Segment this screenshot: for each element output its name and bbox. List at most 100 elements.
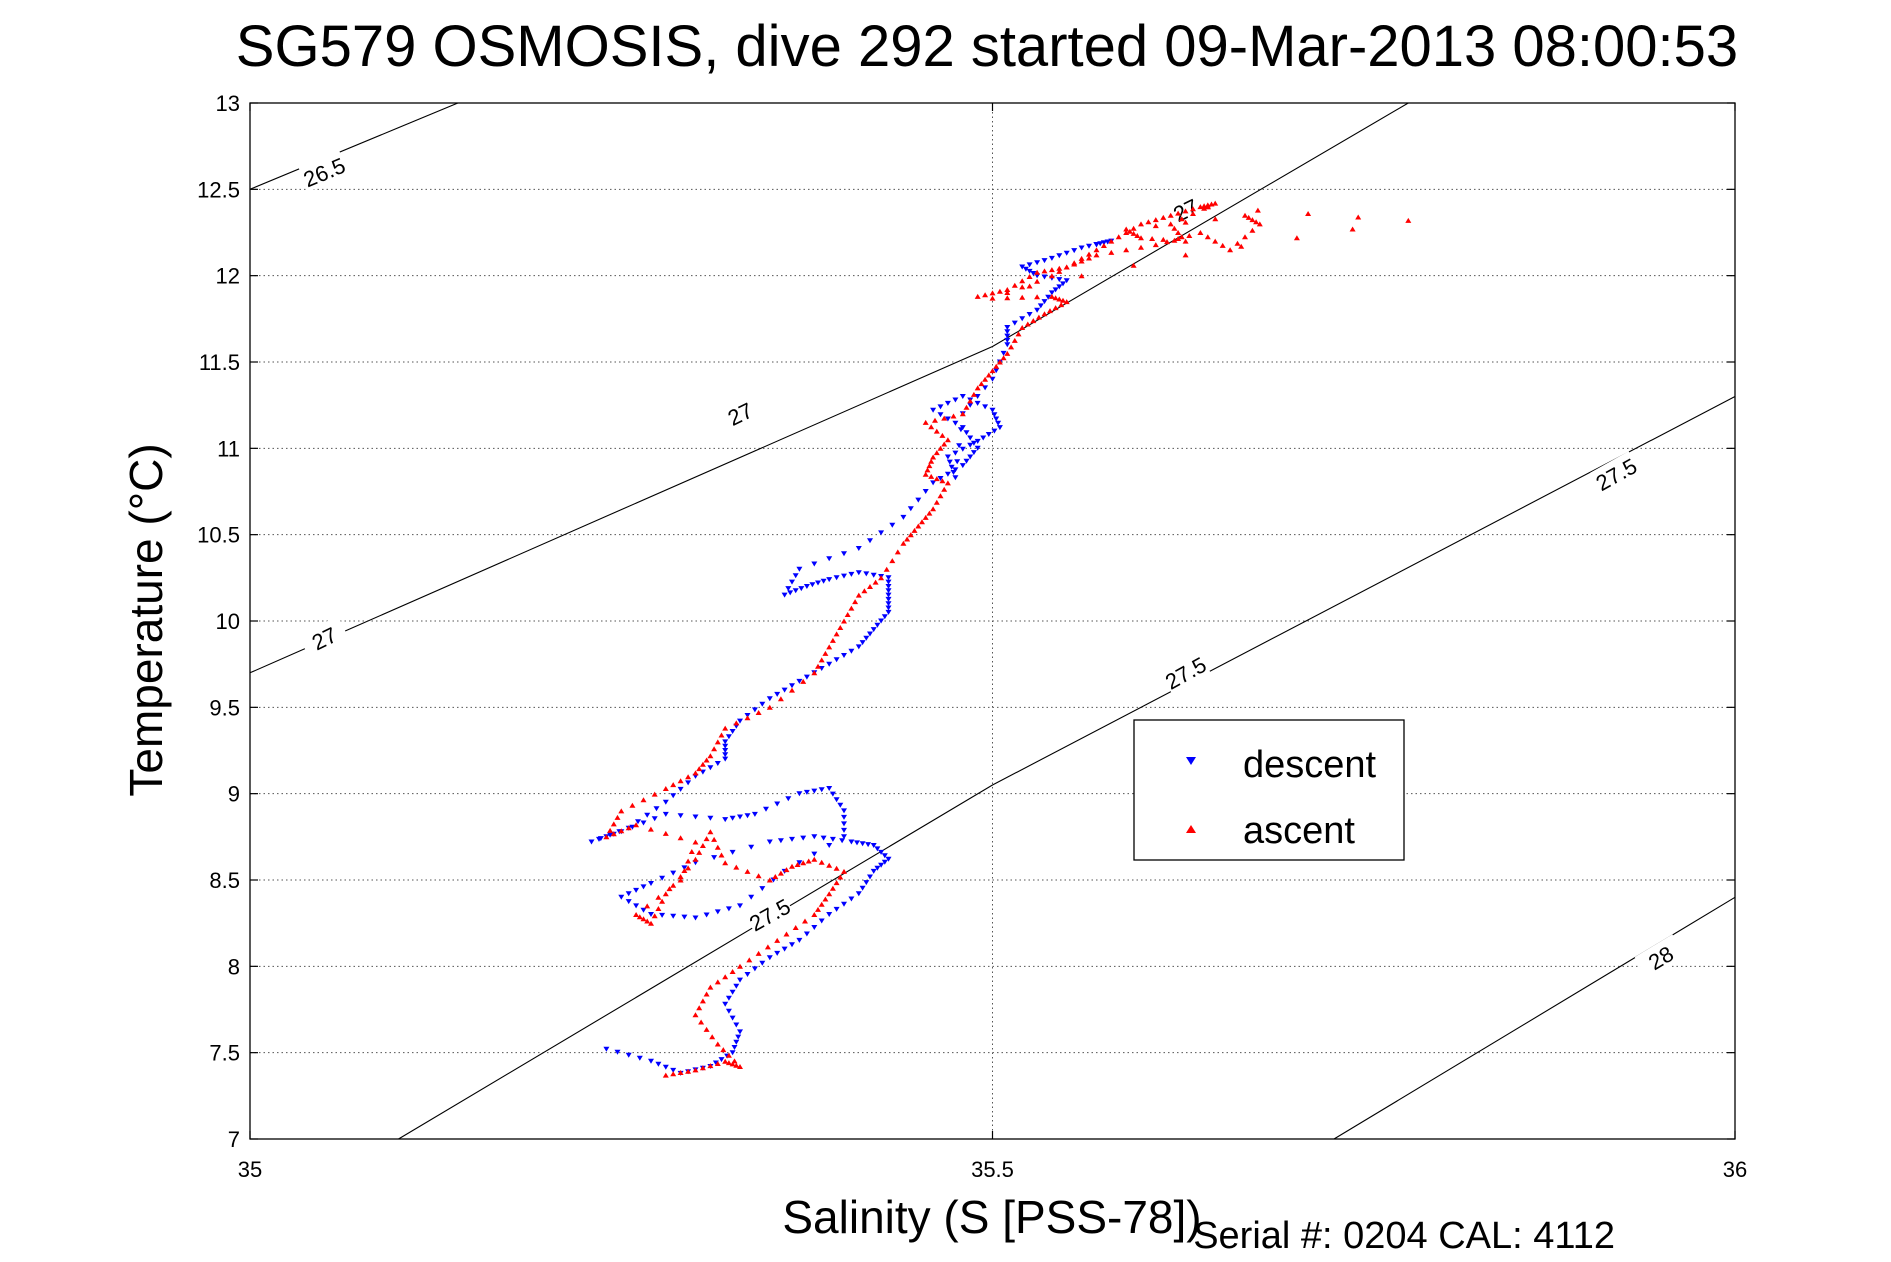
descent-point bbox=[993, 416, 1000, 422]
ascent-point bbox=[714, 1041, 721, 1047]
ascent-point bbox=[644, 903, 651, 909]
ascent-point bbox=[625, 825, 632, 831]
ascent-point bbox=[855, 592, 862, 598]
density-contour-line bbox=[398, 396, 1736, 1140]
descent-point bbox=[818, 787, 825, 793]
descent-point bbox=[930, 480, 937, 486]
descent-point bbox=[640, 907, 647, 913]
descent-point bbox=[714, 761, 721, 766]
ascent-point bbox=[1171, 225, 1178, 231]
ascent-point bbox=[974, 385, 981, 391]
descent-point bbox=[878, 862, 885, 868]
descent-point bbox=[952, 450, 959, 456]
ascent-point bbox=[811, 912, 818, 917]
ascent-point bbox=[805, 858, 812, 864]
ascent-point bbox=[826, 644, 833, 650]
ascent-point bbox=[1152, 242, 1159, 248]
ascent-point bbox=[1052, 305, 1059, 311]
descent-point bbox=[722, 817, 729, 823]
descent-point bbox=[885, 609, 892, 615]
descent-point bbox=[729, 1015, 736, 1021]
descent-point bbox=[1045, 294, 1052, 300]
descent-point bbox=[714, 909, 721, 915]
ascent-point bbox=[737, 963, 743, 969]
descent-point bbox=[692, 814, 699, 820]
descent-point bbox=[1071, 248, 1078, 254]
descent-point bbox=[811, 788, 818, 794]
ascent-point bbox=[633, 822, 640, 828]
descent-point bbox=[614, 1049, 621, 1055]
descent-point bbox=[944, 416, 951, 422]
descent-point bbox=[1011, 320, 1018, 326]
ascent-point bbox=[970, 391, 977, 397]
ascent-point bbox=[982, 292, 989, 298]
y-tick-label: 13 bbox=[216, 91, 240, 116]
descent-point bbox=[798, 586, 805, 592]
ascent-point bbox=[703, 836, 710, 842]
ascent-point bbox=[1175, 230, 1182, 235]
ascent-point bbox=[878, 575, 885, 581]
ascent-point bbox=[685, 1068, 692, 1074]
ascent-point bbox=[982, 376, 989, 382]
descent-point bbox=[625, 1052, 632, 1058]
ascent-point bbox=[941, 441, 948, 447]
ascent-point bbox=[802, 918, 808, 924]
x-tick-label: 35.5 bbox=[971, 1157, 1014, 1182]
ascent-point bbox=[1004, 290, 1011, 295]
descent-point bbox=[937, 476, 944, 481]
descent-point bbox=[640, 820, 647, 826]
descent-point bbox=[731, 1045, 738, 1050]
descent-point bbox=[1034, 260, 1041, 266]
descent-point bbox=[766, 955, 773, 961]
contour-label-bg bbox=[298, 150, 350, 192]
descent-point bbox=[1056, 253, 1063, 259]
ascent-point bbox=[989, 290, 996, 296]
ascent-point bbox=[967, 398, 974, 404]
ascent-point bbox=[944, 437, 951, 443]
ascent-point bbox=[692, 770, 699, 776]
legend-marker-ascent bbox=[1186, 825, 1196, 833]
ascent-point bbox=[800, 678, 807, 684]
descent-point bbox=[737, 1029, 743, 1035]
descent-point bbox=[1019, 264, 1026, 270]
ascent-point bbox=[1048, 267, 1055, 273]
descent-point bbox=[937, 404, 944, 410]
descent-point bbox=[841, 808, 847, 814]
descent-point bbox=[681, 865, 688, 871]
ascent-point bbox=[867, 584, 873, 589]
density-contour-line bbox=[249, 102, 1409, 674]
descent-point bbox=[944, 454, 951, 460]
legend-label-ascent: ascent bbox=[1243, 810, 1355, 852]
ascent-point bbox=[744, 715, 751, 721]
descent-point bbox=[803, 931, 810, 937]
ascent-point bbox=[744, 868, 751, 874]
ascent-point bbox=[688, 849, 695, 854]
descent-point bbox=[774, 950, 781, 956]
descent-point bbox=[863, 571, 870, 577]
contour-label-bg bbox=[714, 391, 766, 435]
descent-point bbox=[703, 912, 710, 918]
ascent-point bbox=[1238, 243, 1245, 249]
descent-point bbox=[952, 397, 959, 403]
ascent-point bbox=[937, 493, 944, 499]
ascent-point bbox=[725, 1052, 732, 1058]
ascent-point bbox=[1227, 247, 1234, 253]
descent-point bbox=[774, 801, 781, 807]
density-contour-line bbox=[249, 102, 459, 190]
ascent-point bbox=[1086, 251, 1092, 257]
ascent-point bbox=[1212, 216, 1219, 222]
descent-point bbox=[653, 806, 660, 812]
ascent-point bbox=[1056, 265, 1063, 271]
descent-point bbox=[878, 530, 885, 536]
ascent-point bbox=[1293, 235, 1300, 241]
descent-point bbox=[878, 849, 885, 855]
ascent-point bbox=[633, 912, 640, 917]
descent-point bbox=[974, 438, 981, 444]
ascent-point bbox=[894, 549, 901, 555]
ascent-point bbox=[703, 757, 710, 763]
descent-point bbox=[841, 834, 847, 840]
ascent-point bbox=[1190, 211, 1196, 216]
ascent-point bbox=[1093, 247, 1100, 253]
ascent-point bbox=[718, 852, 725, 858]
descent-point bbox=[829, 836, 836, 842]
